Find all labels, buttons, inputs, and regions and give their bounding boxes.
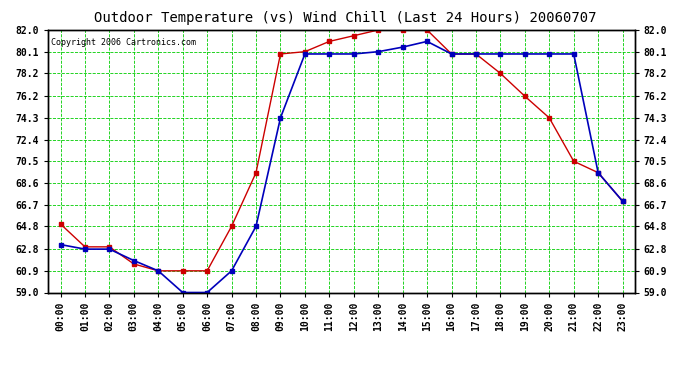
Text: Outdoor Temperature (vs) Wind Chill (Last 24 Hours) 20060707: Outdoor Temperature (vs) Wind Chill (Las… [94, 11, 596, 25]
Text: Copyright 2006 Cartronics.com: Copyright 2006 Cartronics.com [51, 38, 196, 47]
